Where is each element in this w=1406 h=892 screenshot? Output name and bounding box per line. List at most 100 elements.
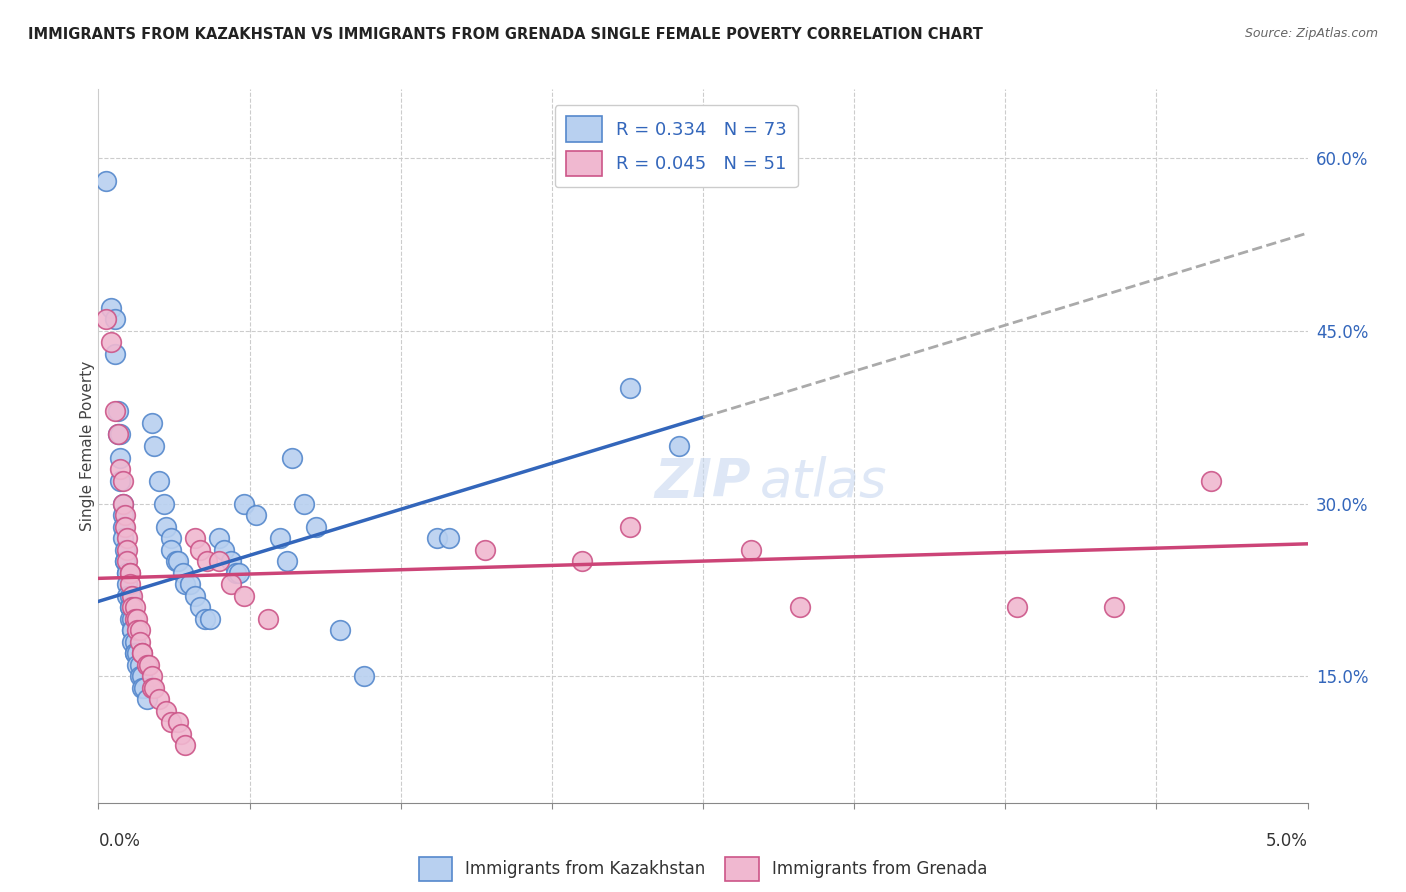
Point bbox=[131, 646, 153, 660]
Point bbox=[114, 508, 136, 522]
Point bbox=[221, 577, 243, 591]
Point bbox=[131, 669, 153, 683]
Point bbox=[619, 519, 641, 533]
Point bbox=[160, 542, 183, 557]
Point bbox=[152, 497, 174, 511]
Point bbox=[195, 554, 218, 568]
Point bbox=[118, 600, 141, 615]
Point bbox=[111, 497, 134, 511]
Point bbox=[208, 554, 231, 568]
Point bbox=[117, 531, 139, 545]
Point bbox=[131, 681, 153, 695]
Point bbox=[114, 542, 136, 557]
Y-axis label: Single Female Poverty: Single Female Poverty bbox=[80, 361, 94, 531]
Point bbox=[148, 692, 170, 706]
Point bbox=[107, 427, 129, 442]
Point bbox=[174, 738, 197, 752]
Point bbox=[1199, 474, 1222, 488]
Point bbox=[127, 623, 149, 637]
Point bbox=[124, 646, 146, 660]
Point bbox=[108, 462, 131, 476]
Point bbox=[138, 657, 160, 672]
Point bbox=[134, 681, 156, 695]
Point bbox=[1007, 600, 1029, 615]
Point bbox=[198, 612, 221, 626]
Point bbox=[127, 657, 149, 672]
Point bbox=[111, 531, 134, 545]
Point bbox=[121, 634, 143, 648]
Point bbox=[117, 589, 139, 603]
Point bbox=[100, 335, 122, 350]
Text: ZIP: ZIP bbox=[655, 456, 751, 508]
Point bbox=[167, 554, 190, 568]
Point bbox=[143, 439, 166, 453]
Point bbox=[160, 715, 183, 730]
Point bbox=[127, 646, 149, 660]
Point bbox=[172, 566, 194, 580]
Point bbox=[111, 508, 134, 522]
Point bbox=[121, 612, 143, 626]
Point bbox=[124, 600, 146, 615]
Point bbox=[225, 566, 247, 580]
Point bbox=[128, 657, 150, 672]
Point bbox=[121, 589, 143, 603]
Point bbox=[107, 427, 129, 442]
Text: 0.0%: 0.0% bbox=[98, 831, 141, 849]
Point bbox=[114, 554, 136, 568]
Point bbox=[169, 727, 191, 741]
Point bbox=[114, 554, 136, 568]
Point bbox=[111, 497, 134, 511]
Text: atlas: atlas bbox=[761, 456, 887, 508]
Point bbox=[124, 634, 146, 648]
Point bbox=[668, 439, 690, 453]
Point bbox=[108, 450, 131, 465]
Point bbox=[619, 381, 641, 395]
Point bbox=[165, 554, 187, 568]
Point bbox=[789, 600, 811, 615]
Point bbox=[121, 623, 143, 637]
Legend: Immigrants from Kazakhstan, Immigrants from Grenada: Immigrants from Kazakhstan, Immigrants f… bbox=[412, 850, 994, 888]
Point bbox=[118, 566, 141, 580]
Point bbox=[194, 612, 217, 626]
Point bbox=[228, 566, 250, 580]
Point bbox=[269, 531, 291, 545]
Point bbox=[128, 634, 150, 648]
Text: 5.0%: 5.0% bbox=[1265, 831, 1308, 849]
Point bbox=[118, 589, 141, 603]
Point bbox=[127, 612, 149, 626]
Point bbox=[174, 577, 197, 591]
Point bbox=[94, 174, 117, 188]
Point bbox=[740, 542, 762, 557]
Point bbox=[135, 692, 157, 706]
Point bbox=[437, 531, 460, 545]
Point bbox=[155, 519, 177, 533]
Point bbox=[1102, 600, 1125, 615]
Point bbox=[118, 566, 141, 580]
Text: Source: ZipAtlas.com: Source: ZipAtlas.com bbox=[1244, 27, 1378, 40]
Point bbox=[124, 612, 146, 626]
Point bbox=[184, 589, 207, 603]
Point bbox=[160, 531, 183, 545]
Point bbox=[571, 554, 593, 568]
Point bbox=[245, 508, 267, 522]
Point bbox=[212, 542, 235, 557]
Point bbox=[188, 600, 211, 615]
Point bbox=[143, 681, 166, 695]
Point bbox=[117, 542, 139, 557]
Point bbox=[208, 531, 231, 545]
Point bbox=[118, 577, 141, 591]
Point bbox=[281, 450, 304, 465]
Point bbox=[141, 669, 163, 683]
Point bbox=[305, 519, 328, 533]
Point bbox=[111, 519, 134, 533]
Text: IMMIGRANTS FROM KAZAKHSTAN VS IMMIGRANTS FROM GRENADA SINGLE FEMALE POVERTY CORR: IMMIGRANTS FROM KAZAKHSTAN VS IMMIGRANTS… bbox=[28, 27, 983, 42]
Point bbox=[276, 554, 298, 568]
Point bbox=[128, 623, 150, 637]
Point bbox=[135, 657, 157, 672]
Point bbox=[108, 474, 131, 488]
Point bbox=[353, 669, 375, 683]
Point bbox=[426, 531, 449, 545]
Point bbox=[111, 474, 134, 488]
Point bbox=[148, 474, 170, 488]
Point bbox=[104, 312, 127, 326]
